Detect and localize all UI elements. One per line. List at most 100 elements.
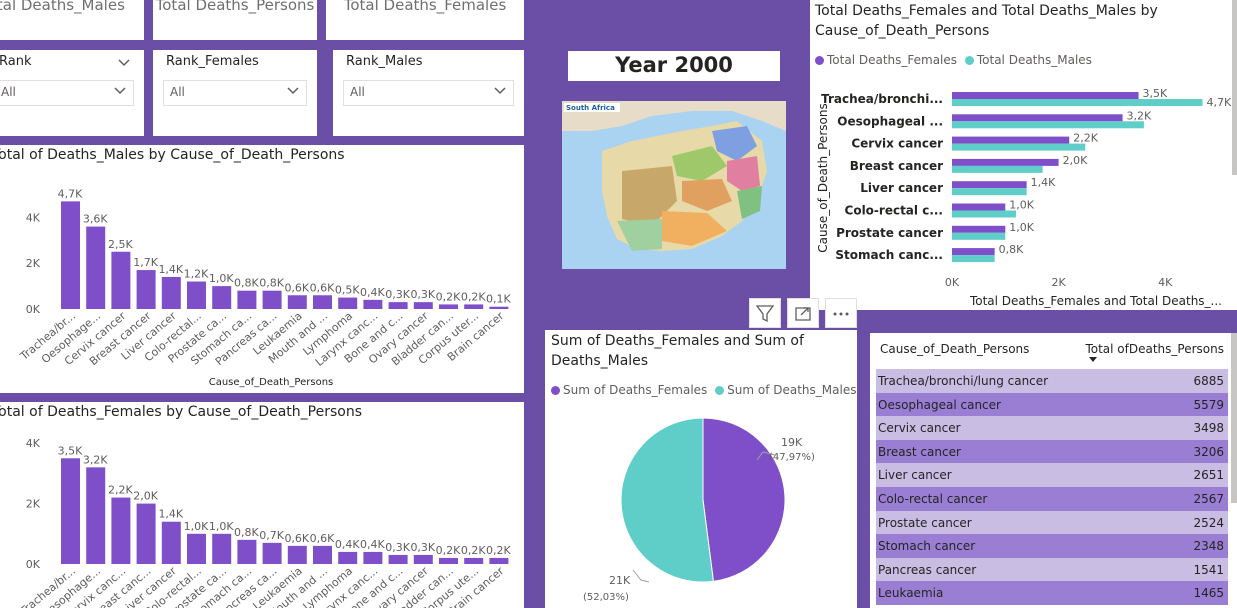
data-label: 0,2K — [461, 544, 486, 557]
bar-females[interactable] — [952, 114, 1123, 122]
hbar-legend-males: Total Deaths_Males — [976, 53, 1092, 67]
table-row[interactable]: Prostate cancer 2524 — [876, 510, 1228, 535]
bar[interactable] — [489, 557, 509, 564]
bar[interactable] — [237, 539, 257, 564]
y-tick-label: Trachea/bronchi... — [821, 92, 943, 106]
bar[interactable] — [262, 290, 282, 309]
chevron-up-icon[interactable] — [117, 58, 131, 68]
table-row[interactable]: Stomach cancer 2348 — [876, 534, 1228, 558]
pie-pct-females: (47,97%) — [769, 452, 815, 463]
bar[interactable] — [287, 545, 307, 564]
bar[interactable] — [439, 557, 458, 564]
data-label: 0,4K — [360, 286, 385, 299]
bar[interactable] — [388, 302, 408, 309]
focus-mode-button[interactable] — [787, 298, 819, 328]
bar[interactable] — [363, 551, 383, 564]
slicer-rank[interactable]: Rank All — [0, 50, 144, 136]
bar[interactable] — [464, 557, 484, 564]
bar-males[interactable] — [952, 188, 1027, 196]
bar-males[interactable] — [952, 232, 1006, 240]
bar-females[interactable] — [952, 136, 1070, 144]
bar[interactable] — [338, 297, 358, 309]
south-africa-map: South Africa — [562, 101, 786, 269]
bar-females[interactable] — [952, 158, 1059, 166]
bar[interactable] — [187, 533, 206, 564]
bar[interactable] — [388, 554, 408, 564]
bar[interactable] — [413, 554, 433, 564]
bar[interactable] — [212, 286, 232, 309]
bar[interactable] — [287, 295, 307, 309]
bar[interactable] — [262, 542, 282, 564]
more-options-button[interactable] — [825, 298, 857, 328]
sort-desc-icon[interactable] — [1088, 356, 1098, 364]
bar[interactable] — [86, 467, 106, 564]
table-row[interactable]: Oesophageal cancer 5579 — [876, 392, 1228, 417]
table-row[interactable]: Cervix cancer 3498 — [876, 416, 1228, 440]
table-row[interactable]: Leukaemia 1465 — [876, 581, 1228, 605]
bar[interactable] — [136, 503, 156, 564]
table-scrollbar[interactable] — [1231, 333, 1237, 503]
bar[interactable] — [161, 521, 181, 564]
bar[interactable] — [313, 545, 332, 564]
data-label: 1,0K — [209, 520, 234, 533]
table-row[interactable]: Breast cancer 3206 — [876, 439, 1228, 464]
bar[interactable] — [313, 295, 332, 309]
data-label: 0,3K — [410, 541, 435, 554]
bar-males[interactable] — [952, 121, 1144, 129]
pie-title-line2: Deaths_Males — [551, 353, 649, 369]
slicer-rank-males[interactable]: Rank_Males All — [333, 50, 524, 136]
table-row[interactable]: Pancreas cancer 1541 — [876, 557, 1228, 582]
pie-slice-males[interactable] — [620, 417, 714, 583]
bar[interactable] — [111, 251, 131, 309]
table-header-cause[interactable]: Cause_of_Death_Persons — [880, 342, 1030, 356]
kpi-card-3[interactable]: Total Deaths_Females — [326, 0, 524, 40]
y-tick-label: Prostate cancer — [836, 226, 943, 240]
cause-table[interactable]: Cause_of_Death_Persons Total ofDeaths_Pe… — [870, 333, 1237, 608]
hbar-chart[interactable]: Total Deaths_Females and Total Deaths_Ma… — [810, 0, 1237, 310]
pie-chart[interactable]: Sum of Deaths_Females and Sum of Deaths_… — [545, 330, 857, 608]
data-label: 0,3K — [410, 288, 435, 301]
males-bar-chart[interactable]: Total of Deaths_Males by Cause_of_Death_… — [0, 145, 524, 393]
slicer-rank-females-dropdown[interactable]: All — [163, 80, 307, 106]
bar-females[interactable] — [952, 181, 1027, 189]
bar[interactable] — [363, 299, 383, 309]
females-bar-chart[interactable]: Total of Deaths_Females by Cause_of_Deat… — [0, 402, 524, 608]
bar[interactable] — [61, 201, 80, 309]
table-row[interactable]: Colo-rectal cancer 2567 — [876, 486, 1228, 511]
slicer-rank-dropdown[interactable]: All — [0, 80, 134, 106]
bar[interactable] — [111, 497, 131, 564]
bar-males[interactable] — [952, 99, 1203, 106]
bar[interactable] — [413, 302, 433, 309]
table-header-total[interactable]: Total ofDeaths_Persons — [1085, 342, 1224, 356]
bar-males[interactable] — [952, 255, 995, 263]
kpi-card-2[interactable]: Total Deaths_Persons — [153, 0, 317, 40]
kpi-card-1[interactable]: Total Deaths_Males — [0, 0, 144, 40]
data-label: 0,2K — [436, 544, 461, 557]
bar[interactable] — [187, 281, 206, 309]
table-row[interactable]: Trachea/bronchi/lung cancer 6885 — [876, 369, 1228, 393]
slicer-rank-males-dropdown[interactable]: All — [343, 80, 514, 106]
bar[interactable] — [86, 226, 106, 309]
bar[interactable] — [61, 458, 80, 564]
bar-males[interactable] — [952, 210, 1016, 218]
bar-females[interactable] — [952, 248, 995, 256]
bar[interactable] — [338, 551, 358, 564]
hbar-scrollbar[interactable] — [1232, 0, 1237, 175]
bar-females[interactable] — [952, 225, 1006, 233]
bar[interactable] — [489, 306, 509, 309]
bar[interactable] — [212, 533, 232, 564]
bar-females[interactable] — [952, 92, 1139, 99]
slicer-rank-females[interactable]: Rank_Females All — [153, 50, 317, 136]
table-row[interactable]: Liver cancer 2651 — [876, 463, 1228, 487]
bar[interactable] — [237, 290, 257, 309]
bar[interactable] — [161, 276, 181, 309]
filter-button[interactable] — [749, 298, 781, 328]
bar[interactable] — [136, 270, 156, 309]
bar-females[interactable] — [952, 203, 1006, 211]
legend-dot-males — [964, 56, 974, 65]
bar[interactable] — [464, 304, 484, 309]
bar-males[interactable] — [952, 143, 1086, 151]
pie-slice-females[interactable] — [702, 417, 786, 582]
bar-males[interactable] — [952, 165, 1043, 173]
bar[interactable] — [439, 304, 458, 309]
